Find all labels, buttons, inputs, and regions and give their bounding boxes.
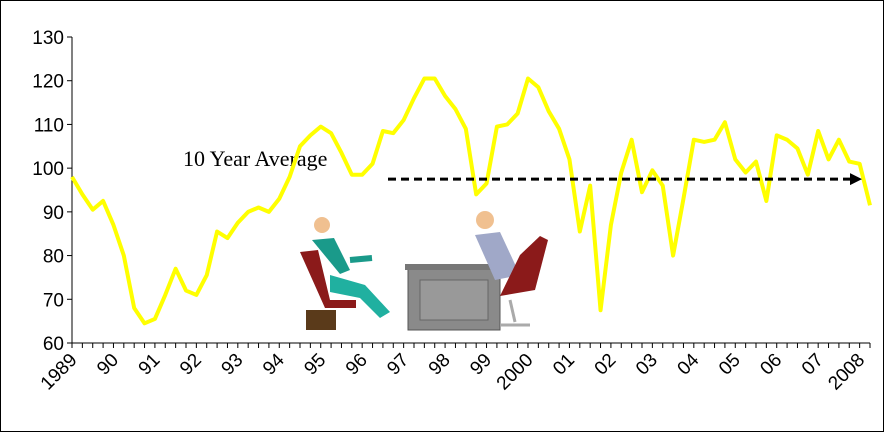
y-tick-label: 130 [32, 28, 64, 49]
clip-art [300, 211, 548, 331]
y-tick-label: 60 [43, 334, 64, 355]
annotation-text: 10 Year Average [183, 146, 327, 171]
y-tick-label: 80 [43, 247, 64, 268]
y-tick-label: 90 [43, 203, 64, 224]
y-tick-label: 110 [34, 115, 64, 136]
y-tick-label: 100 [32, 159, 64, 180]
data-line [70, 76, 872, 326]
arrow-head [850, 173, 862, 186]
y-tick-label: 120 [32, 72, 64, 93]
y-tick-label: 70 [43, 290, 64, 311]
